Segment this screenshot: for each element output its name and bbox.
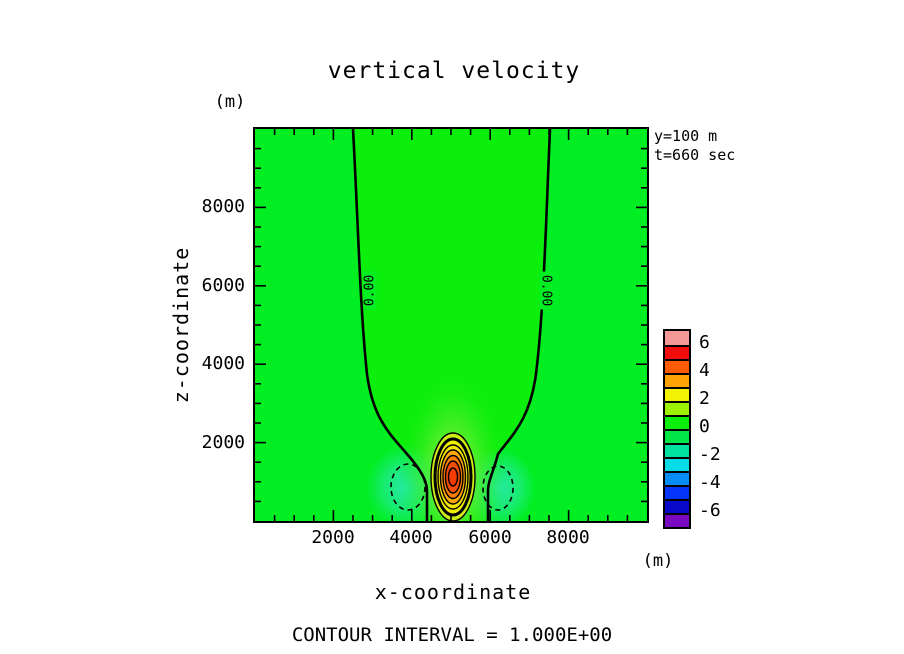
- z-tick-label: 6000: [201, 275, 245, 296]
- contour-plot-svg: [255, 129, 647, 521]
- z-tick-label: 8000: [201, 196, 245, 217]
- zero-contour-label: 0.00: [539, 271, 554, 310]
- colorbar-segment: [665, 331, 689, 345]
- colorbar-tick-label: 6: [699, 332, 710, 353]
- x-tick-label: 2000: [311, 527, 355, 548]
- x-tick-label: 8000: [546, 527, 590, 548]
- updraft-contour-rings: [430, 432, 476, 521]
- zero-contour-label: 0.00: [363, 271, 378, 310]
- contour-interval-caption: CONTOUR INTERVAL = 1.000E+00: [291, 624, 613, 646]
- plot-area: 0.00 0.00: [253, 127, 649, 523]
- colorbar-tick-labels: 6 4 2 0 -2 -4 -6: [699, 329, 739, 529]
- colorbar-tick-label: 0: [699, 416, 710, 437]
- colorbar-tick-label: -4: [699, 472, 721, 493]
- x-tick-label: 4000: [389, 527, 433, 548]
- colorbar-segment: [665, 499, 689, 513]
- colorbar-tick-label: 4: [699, 360, 710, 381]
- downdraft-right-dashed-contour: [482, 465, 514, 511]
- colorbar-segment: [665, 485, 689, 499]
- colorbar-segment: [665, 457, 689, 471]
- colorbar-segment: [665, 443, 689, 457]
- downdraft-left-dashed-contour: [390, 463, 426, 511]
- x-tick-label: 6000: [468, 527, 512, 548]
- colorbar-segment: [665, 401, 689, 415]
- colorbar-segment: [665, 429, 689, 443]
- zero-contour-right: [486, 129, 552, 521]
- colorbar-segment: [665, 345, 689, 359]
- axis-ticks: [255, 129, 647, 521]
- z-axis-label: z-coordinate: [169, 246, 193, 404]
- colorbar-tick-label: -2: [699, 444, 721, 465]
- colorbar-segment: [665, 415, 689, 429]
- slice-annotation: y=100 m t=660 sec: [654, 127, 735, 165]
- zero-contour-lines: [351, 129, 552, 521]
- colorbar-segment: [665, 373, 689, 387]
- colorbar-tick-label: 2: [699, 388, 710, 409]
- z-tick-label: 2000: [201, 432, 245, 453]
- chart-title: vertical velocity: [327, 58, 581, 84]
- x-axis-unit: (m): [642, 551, 674, 571]
- colorbar-segment: [665, 359, 689, 373]
- slice-annotation-y: y=100 m: [654, 127, 718, 145]
- colorbar-segment: [665, 471, 689, 485]
- x-axis-label: x-coordinate: [374, 580, 532, 604]
- z-axis-unit: (m): [214, 92, 246, 112]
- zero-contour-left: [351, 129, 429, 521]
- colorbar-segment: [665, 513, 689, 527]
- colorbar-tick-label: -6: [699, 500, 721, 521]
- z-tick-label: 4000: [201, 353, 245, 374]
- colorbar: [663, 329, 691, 529]
- colorbar-segment: [665, 387, 689, 401]
- field-background-positive: [353, 129, 550, 521]
- slice-annotation-t: t=660 sec: [654, 146, 736, 164]
